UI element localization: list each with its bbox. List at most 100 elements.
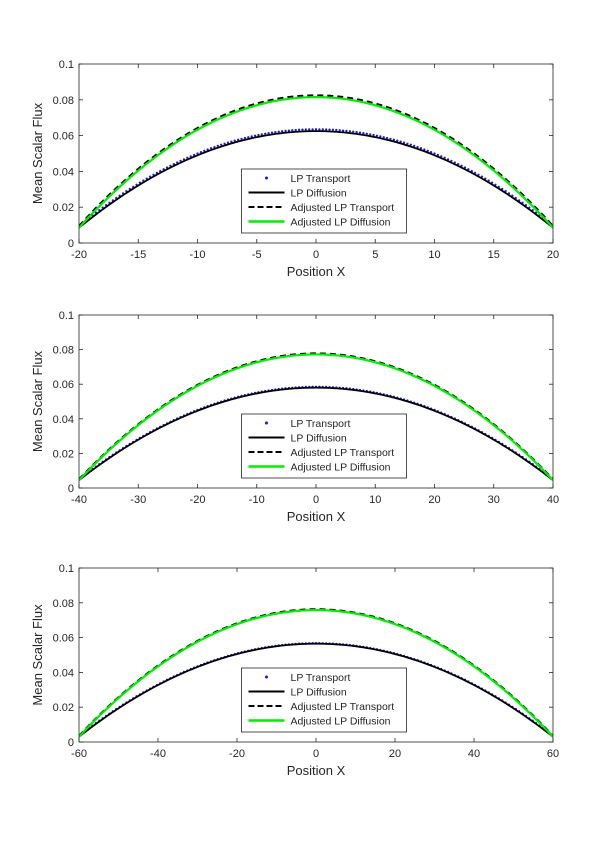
series-2-line xyxy=(79,130,553,229)
series-1-point xyxy=(253,134,257,137)
series-1-point xyxy=(199,150,203,154)
x-tick-label: -20 xyxy=(190,494,206,506)
series-1-point xyxy=(264,132,267,135)
series-1-point xyxy=(413,144,416,148)
series-group xyxy=(79,352,553,481)
x-tick-label: 30 xyxy=(488,494,500,506)
series-1-point xyxy=(280,130,284,133)
series-1-point xyxy=(355,131,358,134)
legend-entry-4: Adjusted LP Diffusion xyxy=(291,216,391,228)
y-tick-label: 0.1 xyxy=(59,59,74,71)
legend: LP Transport LP Diffusion Adjusted LP Tran… xyxy=(241,413,407,479)
x-axis-label: Position X xyxy=(287,264,346,279)
x-tick-label: 20 xyxy=(547,249,559,261)
y-axis-label: Mean Scalar Flux xyxy=(30,604,45,706)
series-1-point xyxy=(297,128,301,131)
y-tick-label: 0 xyxy=(68,737,74,749)
series-4-line xyxy=(79,96,553,229)
series-1-point xyxy=(274,131,277,134)
legend-marker-1 xyxy=(265,176,268,180)
x-tick-label: -10 xyxy=(249,494,265,506)
y-tick-label: 0.04 xyxy=(53,667,74,679)
series-1-point xyxy=(426,149,429,152)
series-1-point xyxy=(223,142,226,145)
series-1-point xyxy=(213,145,216,149)
series-1-point xyxy=(379,135,382,138)
series-1-point xyxy=(236,138,240,141)
series-1-point xyxy=(433,152,436,155)
y-tick-label: 0.08 xyxy=(53,95,74,107)
series-1-point xyxy=(294,128,297,132)
series-1-point xyxy=(216,144,219,148)
series-1-point xyxy=(314,128,318,131)
series-1-point xyxy=(311,128,314,131)
series-1-point xyxy=(233,139,236,142)
y-tick-label: 0.02 xyxy=(53,702,74,714)
y-tick-label: 0.06 xyxy=(53,633,74,645)
x-tick-label: 60 xyxy=(547,748,559,760)
series-1-point xyxy=(230,140,233,143)
series-1-point xyxy=(335,128,338,132)
series-1-point xyxy=(325,128,328,131)
y-tick-label: 0.02 xyxy=(53,448,74,460)
series-1-point xyxy=(382,136,385,139)
series-1-point xyxy=(436,153,440,157)
x-tick-label: 20 xyxy=(428,494,440,506)
series-1-point xyxy=(338,129,341,132)
series-1-point xyxy=(304,128,307,131)
series-1-point xyxy=(396,139,399,142)
series-1-point xyxy=(345,129,348,133)
series-group xyxy=(79,608,553,738)
chart-panel-3: -60 -40 -20 0 20 40 60 0 0.02 0.04 0.06 0.08 0.1 Posi… xyxy=(30,563,559,778)
series-1-point xyxy=(203,149,206,152)
x-tick-label: -15 xyxy=(130,249,146,261)
series-1-point xyxy=(392,138,396,141)
series-2-line xyxy=(79,642,553,738)
series-1-point xyxy=(277,130,280,133)
series-group xyxy=(79,94,553,229)
series-1-point xyxy=(419,147,423,150)
x-tick-label: 10 xyxy=(369,494,381,506)
series-1-point xyxy=(267,132,270,135)
x-tick-label: -20 xyxy=(71,249,87,261)
x-tick-label: 15 xyxy=(488,249,500,261)
y-tick-label: 0.02 xyxy=(53,202,74,214)
series-1-point xyxy=(352,130,355,133)
x-tick-label: 0 xyxy=(313,748,319,760)
series-1-point xyxy=(328,128,331,131)
series-1-point xyxy=(331,128,335,131)
series-1-point xyxy=(429,150,433,154)
legend-entry-4: Adjusted LP Diffusion xyxy=(291,715,391,727)
x-tick-label: 40 xyxy=(547,494,559,506)
series-1-point xyxy=(247,136,250,139)
series-1-point xyxy=(321,128,324,131)
y-tick-label: 0.06 xyxy=(53,379,74,391)
y-axis-label: Mean Scalar Flux xyxy=(30,350,45,452)
chart-panel-2: -40 -30 -20 -10 0 10 20 30 40 0 0.02 0.04 0.06 0.08 0.… xyxy=(30,310,559,524)
series-1-point xyxy=(385,136,389,140)
series-1-point xyxy=(243,136,247,140)
series-1-point xyxy=(375,134,379,137)
legend-entry-2: LP Diffusion xyxy=(291,432,347,444)
series-2-line xyxy=(79,386,553,481)
series-4-line xyxy=(79,609,553,738)
legend-entry-1: LP Transport xyxy=(291,418,351,430)
series-1-point xyxy=(196,152,199,155)
series-1-point xyxy=(308,128,311,131)
series-1-point xyxy=(348,130,352,133)
series-1-point xyxy=(206,148,209,151)
y-tick-label: 0.06 xyxy=(53,131,74,143)
y-tick-label: 0 xyxy=(68,238,74,250)
series-1-point xyxy=(416,145,419,149)
series-1-point xyxy=(287,129,291,132)
series-1-point xyxy=(291,129,294,132)
legend-marker-1 xyxy=(265,421,268,425)
legend-entry-3: Adjusted LP Transport xyxy=(291,701,395,713)
x-tick-label: -40 xyxy=(71,494,87,506)
series-1-point xyxy=(372,133,375,137)
x-axis-label: Position X xyxy=(287,763,346,778)
legend-entry-2: LP Diffusion xyxy=(291,187,347,199)
legend-entry-3: Adjusted LP Transport xyxy=(291,202,395,214)
series-1-point xyxy=(423,148,426,151)
